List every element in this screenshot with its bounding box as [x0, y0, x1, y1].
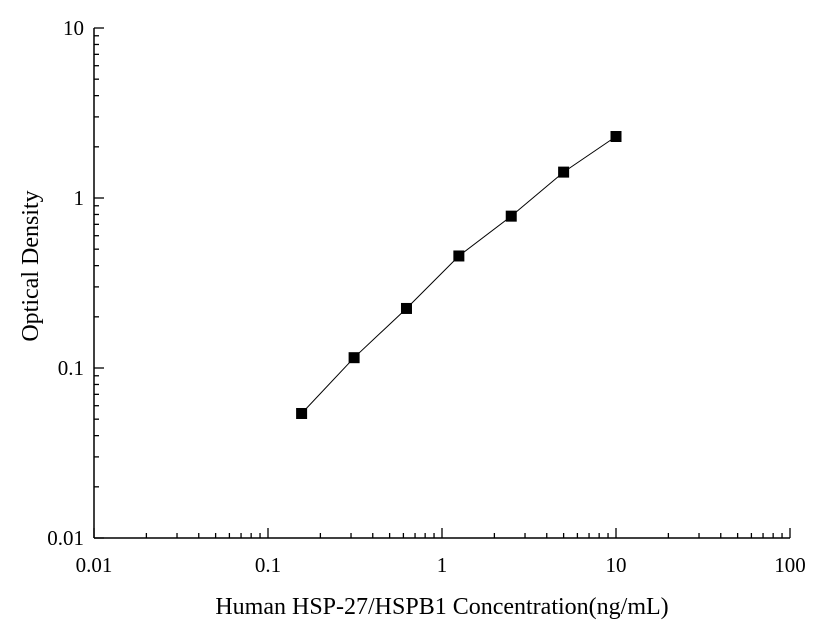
y-tick-label: 1	[74, 186, 85, 210]
y-axis-title: Optical Density	[18, 190, 44, 341]
data-point	[348, 352, 360, 364]
series-line	[301, 136, 617, 414]
plot-area: 0.01 0.1 1 10 100 0.01 0.1 1 10	[47, 16, 806, 577]
data-point	[558, 166, 570, 178]
data-point	[453, 250, 465, 262]
x-axis-tick-labels: 0.01 0.1 1 10 100	[76, 553, 806, 577]
data-point	[505, 210, 517, 222]
y-tick-label: 0.01	[47, 526, 84, 550]
series-points	[296, 131, 622, 419]
data-point	[400, 302, 412, 314]
series-lines	[301, 136, 617, 414]
x-axis-title: Human HSP-27/HSPB1 Concentration(ng/mL)	[215, 594, 668, 620]
x-tick-label: 0.1	[255, 553, 281, 577]
data-point	[610, 131, 622, 143]
x-axis-ticks	[93, 528, 791, 538]
y-tick-label: 10	[63, 16, 84, 40]
x-tick-label: 0.01	[76, 553, 113, 577]
data-point	[296, 407, 308, 419]
y-axis-ticks	[94, 27, 104, 539]
x-tick-label: 1	[437, 553, 448, 577]
y-tick-label: 0.1	[58, 356, 84, 380]
y-axis-tick-labels: 0.01 0.1 1 10	[47, 16, 84, 550]
x-tick-label: 100	[774, 553, 806, 577]
x-tick-label: 10	[606, 553, 627, 577]
